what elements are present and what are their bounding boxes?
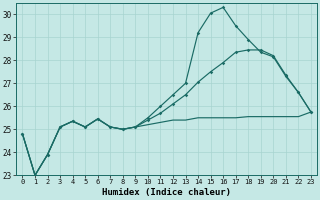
X-axis label: Humidex (Indice chaleur): Humidex (Indice chaleur) bbox=[102, 188, 231, 197]
